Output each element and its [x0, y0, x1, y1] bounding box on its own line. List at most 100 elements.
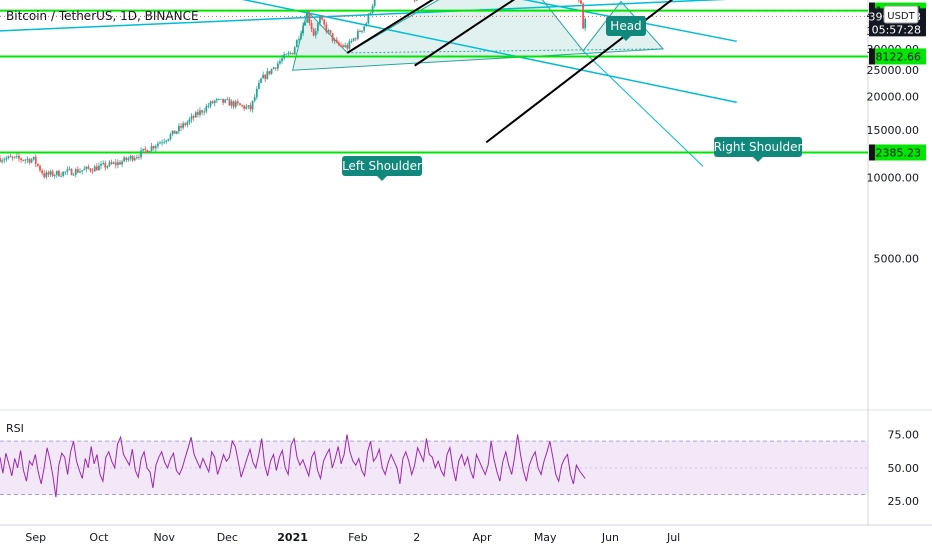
- candle-body: [41, 171, 43, 174]
- rsi-tick-label: 25.00: [888, 495, 920, 508]
- candle-body: [370, 13, 372, 14]
- candle-body: [94, 166, 96, 171]
- candle-body: [311, 23, 313, 29]
- candle-body: [241, 105, 243, 106]
- candle-body: [39, 166, 41, 171]
- candle-body: [323, 20, 325, 25]
- candle-body: [220, 99, 222, 100]
- candle-body: [168, 139, 170, 141]
- time-tick-label: Apr: [473, 531, 493, 544]
- candle-body: [54, 175, 56, 176]
- candle-body: [176, 131, 178, 133]
- candle-body: [24, 160, 26, 161]
- candle-body: [134, 158, 136, 160]
- candle-body: [243, 106, 245, 109]
- time-tick-label: 2: [413, 531, 420, 544]
- candle-body: [214, 101, 216, 104]
- price-level-tag: 28122.66: [869, 48, 927, 64]
- candle-body: [77, 169, 79, 172]
- candle-body: [121, 161, 123, 164]
- candle-body: [338, 42, 340, 44]
- candle-body: [1, 160, 3, 161]
- candle-body: [178, 126, 180, 131]
- candle-body: [106, 166, 108, 167]
- candle-body: [269, 71, 271, 74]
- candle-body: [29, 159, 31, 163]
- candle-body: [346, 45, 348, 49]
- candle-body: [351, 41, 353, 42]
- candle-body: [344, 45, 346, 47]
- candle-body: [205, 106, 207, 111]
- candle-body: [317, 23, 319, 31]
- candle-body: [309, 13, 311, 23]
- rsi-tick-label: 50.00: [888, 462, 920, 475]
- candle-body: [319, 17, 321, 23]
- currency-badge[interactable]: USDT: [884, 6, 918, 23]
- candle-body: [247, 105, 249, 106]
- candle-body: [10, 156, 12, 157]
- candle-body: [226, 99, 228, 100]
- candle-body: [52, 171, 54, 176]
- candle-body: [416, 0, 418, 1]
- candle-body: [203, 112, 205, 113]
- time-tick-label: Feb: [348, 531, 367, 544]
- time-tick-label: Sep: [25, 531, 46, 544]
- candle-body: [355, 38, 357, 39]
- rsi-tick-label: 75.00: [888, 428, 920, 441]
- candle-body: [361, 31, 363, 32]
- candle-body: [12, 157, 14, 158]
- candle-body: [138, 157, 140, 158]
- candle-body: [50, 171, 52, 174]
- candle-body: [279, 61, 281, 63]
- time-tick-label: 2021: [277, 531, 308, 544]
- candle-body: [349, 41, 351, 48]
- candle-body: [254, 97, 256, 101]
- candle-body: [3, 160, 5, 161]
- candle-body: [109, 162, 111, 166]
- candle-body: [290, 53, 292, 54]
- candle-body: [229, 99, 231, 105]
- candle-body: [170, 134, 172, 139]
- candle-body: [353, 38, 355, 40]
- candle-body: [300, 33, 302, 39]
- candle-body: [207, 106, 209, 107]
- candle-body: [222, 99, 224, 103]
- candle-body: [92, 171, 94, 172]
- candle-body: [149, 151, 151, 153]
- candle-body: [239, 103, 241, 105]
- candle-body: [292, 53, 294, 55]
- candle-body: [119, 162, 121, 164]
- candle-body: [81, 170, 83, 171]
- candle-body: [281, 58, 283, 61]
- candle-body: [256, 89, 258, 97]
- candle-body: [264, 75, 266, 79]
- candle-body: [336, 40, 338, 43]
- candle-body: [296, 40, 298, 47]
- candle-body: [142, 149, 144, 151]
- annotation-text: Left Shoulder: [342, 159, 422, 173]
- candle-body: [14, 157, 16, 158]
- candle-body: [302, 25, 304, 33]
- candle-body: [26, 159, 28, 160]
- candle-body: [195, 112, 197, 117]
- candle-body: [334, 40, 336, 41]
- candle-body: [73, 175, 75, 176]
- candle-body: [245, 107, 247, 109]
- candle-body: [88, 167, 90, 169]
- candle-body: [584, 19, 586, 28]
- candle-body: [306, 13, 308, 23]
- annotation-text: Right Shoulder: [714, 140, 803, 154]
- price-level-tag: 12385.23: [869, 144, 927, 160]
- candle-body: [224, 99, 226, 102]
- candle-body: [45, 172, 47, 177]
- time-tick-label: Nov: [153, 531, 175, 544]
- candle-body: [100, 164, 102, 166]
- candle-body: [18, 156, 20, 158]
- candle-body: [210, 102, 212, 107]
- candle-body: [172, 131, 174, 135]
- candle-body: [260, 78, 262, 82]
- candle-body: [71, 169, 73, 175]
- candle-body: [102, 163, 104, 164]
